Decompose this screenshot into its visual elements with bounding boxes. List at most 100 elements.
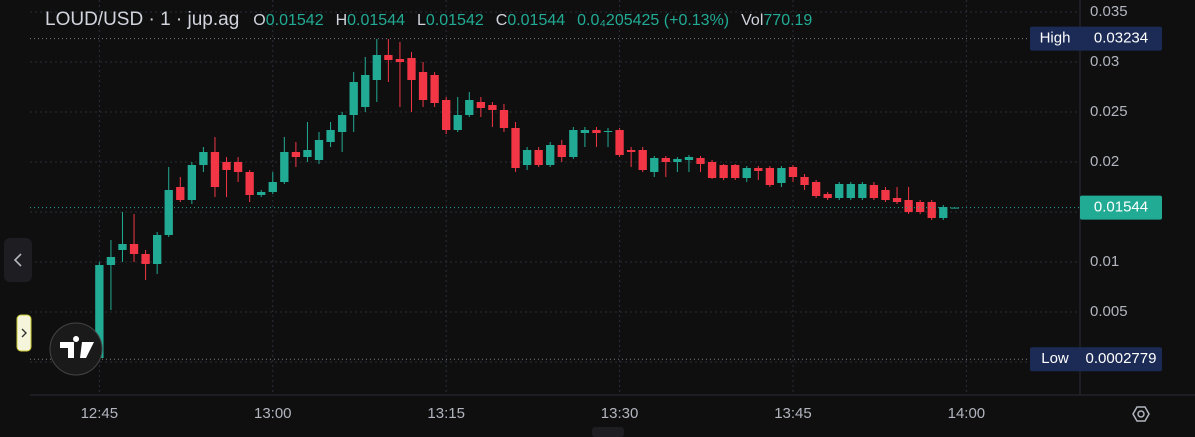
candle-body: [823, 194, 832, 198]
candle-body: [892, 198, 902, 202]
candle-body: [800, 177, 809, 185]
y-tick-label: 0.01: [1090, 253, 1119, 270]
candle-body: [858, 184, 867, 198]
symbol-title: LOUD/USD · 1 · jup.ag: [45, 9, 240, 30]
ohlc-value: 0.01542: [265, 12, 324, 29]
ohlc-value: 0.0₄205425 (+0.13%): [577, 12, 730, 29]
ohlc-item: O0.01542: [253, 12, 323, 30]
candle-body: [280, 152, 289, 182]
candle-body: [395, 59, 405, 62]
candle-body: [245, 172, 254, 195]
candle-body: [661, 158, 670, 162]
settings-dot: [1137, 410, 1145, 418]
x-tick-label: 13:45: [774, 405, 812, 422]
toggle-button[interactable]: [16, 314, 32, 352]
candle-body: [418, 72, 428, 100]
y-tick-label: 0.02: [1090, 153, 1119, 170]
candle-body: [626, 150, 636, 152]
settings-icon[interactable]: [1132, 406, 1150, 422]
candle-body: [754, 168, 763, 171]
candle-body: [638, 150, 647, 170]
ohlc-label: H: [335, 12, 348, 29]
candle-body: [881, 190, 890, 200]
candle-body: [129, 244, 139, 254]
y-tick-label: 0.025: [1090, 103, 1128, 120]
candle-body: [210, 152, 220, 187]
resize-handle[interactable]: [592, 427, 624, 437]
price-tag: [1080, 195, 1162, 220]
candle-body: [257, 192, 266, 195]
x-tick-label: 13:00: [254, 405, 292, 422]
ohlc-label: C: [495, 12, 508, 29]
ohlc-label: O: [253, 12, 266, 29]
candle-body: [442, 100, 451, 130]
y-tick-label: 0.005: [1090, 303, 1128, 320]
candle-body: [534, 150, 543, 165]
candle-body: [488, 105, 497, 110]
candle-body: [430, 75, 439, 103]
candle-body: [118, 244, 127, 250]
candle-body: [696, 158, 705, 164]
candle-body: [846, 184, 855, 198]
ohlc-item: 0.0₄205425 (+0.13%): [577, 12, 729, 30]
ohlc-item: C0.01544: [496, 12, 565, 30]
candle-body: [731, 165, 740, 178]
ohlc-item: H0.01544: [336, 12, 405, 30]
ohlc-item: Vol770.19: [741, 12, 812, 30]
candle-body: [915, 202, 925, 212]
candle-body: [465, 100, 474, 115]
candle-body: [499, 110, 509, 128]
candle-body: [511, 128, 520, 168]
candle-body: [453, 115, 462, 130]
y-tick-label: 0.035: [1090, 3, 1128, 20]
tv-logo[interactable]: [49, 322, 103, 376]
ohlc-label: Vol: [741, 12, 764, 29]
candle-body: [765, 168, 775, 185]
candle-body: [222, 162, 231, 170]
price-tag-label: Low: [1041, 350, 1069, 367]
price-tag: [1030, 26, 1162, 51]
arrow-icon: [13, 253, 22, 267]
candle-body: [580, 130, 590, 133]
candle-body: [939, 207, 948, 218]
x-tick-label: 14:00: [948, 405, 986, 422]
candle-body: [684, 157, 694, 160]
x-tick-label: 13:15: [427, 405, 465, 422]
candle-body: [106, 257, 116, 265]
settings-hex: [1132, 406, 1150, 422]
candle-body: [141, 254, 150, 264]
candle-body: [303, 150, 312, 157]
price-tag-label: High: [1040, 30, 1071, 47]
candle-body: [476, 102, 486, 108]
candle-body: [164, 190, 173, 235]
legend-header: LOUD/USD · 1 · jup.ag O0.01542 H0.01544 L0…: [45, 9, 812, 31]
candle-body: [95, 265, 104, 358]
candle-body: [384, 55, 393, 60]
ohlc-item: L0.01542: [417, 12, 484, 30]
y-tick-label: 0.03: [1090, 53, 1119, 70]
price-tag-value: 0.01544: [1094, 199, 1148, 216]
candle-body: [904, 200, 913, 212]
candle-body: [835, 184, 844, 198]
candle-body: [233, 162, 243, 172]
scroll-left-button[interactable]: [4, 238, 32, 282]
candle-body: [407, 58, 416, 80]
ohlc-value: 0.01544: [347, 12, 405, 29]
candle-body: [187, 165, 197, 200]
candle-body: [361, 75, 370, 107]
candle-body: [349, 82, 358, 115]
candle-body: [650, 158, 659, 172]
candle-body: [337, 115, 347, 132]
candle-body: [811, 182, 821, 196]
candle-body: [546, 145, 555, 165]
x-tick-label: 12:45: [81, 405, 119, 422]
candle-body: [314, 140, 324, 160]
candle-body: [268, 182, 277, 192]
price-tag: [1030, 347, 1162, 372]
candle-body: [927, 202, 936, 218]
candle-body: [615, 130, 624, 155]
candle-body: [788, 167, 798, 177]
candle-body: [569, 130, 578, 157]
